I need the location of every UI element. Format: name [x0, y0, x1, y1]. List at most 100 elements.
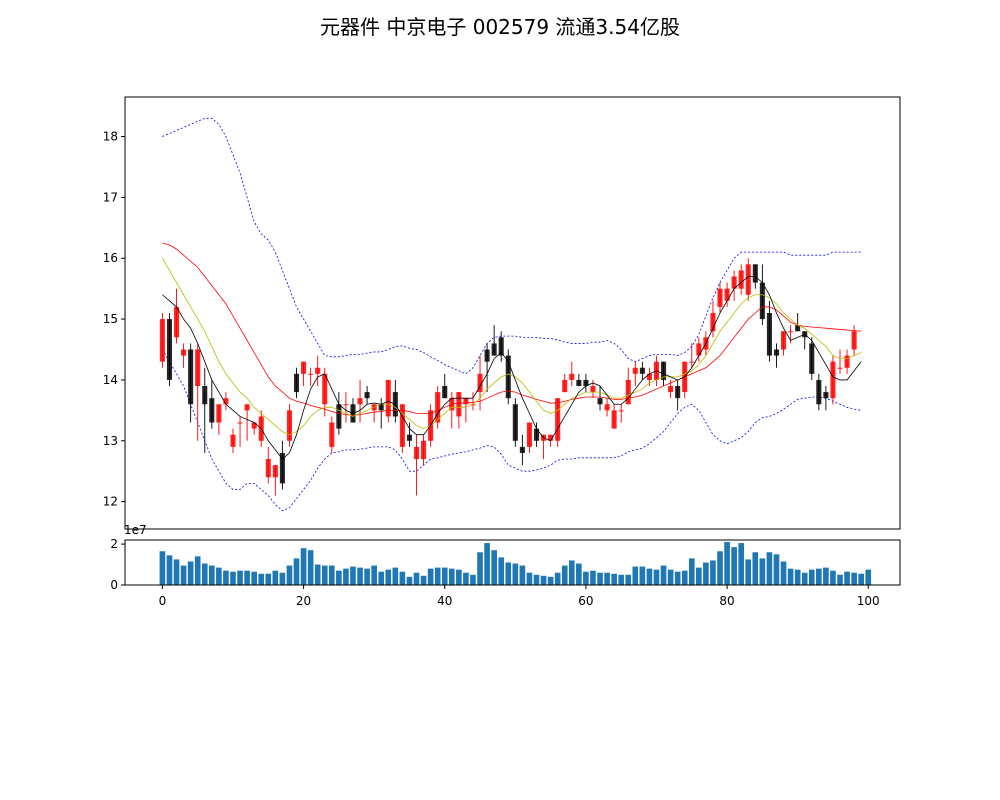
candle-body: [399, 404, 405, 447]
candle: [343, 392, 349, 423]
candle-body: [265, 459, 271, 478]
volume-bar: [674, 571, 681, 585]
volume-bar: [251, 571, 257, 585]
candle-body: [322, 373, 328, 405]
volume-y-tick-label: 2: [110, 537, 118, 551]
candle-body: [364, 392, 370, 399]
price-y-tick-label: 16: [103, 251, 118, 265]
volume-bar: [343, 568, 349, 585]
candle-body: [555, 398, 561, 441]
candle: [216, 404, 222, 435]
volume-bar: [568, 560, 575, 585]
candle: [195, 343, 201, 441]
volume-bar: [456, 569, 462, 585]
volume-x-tick-label: 20: [296, 594, 311, 608]
candle: [181, 343, 187, 368]
candle: [675, 379, 681, 411]
candle: [293, 367, 300, 399]
volume-bar: [738, 543, 745, 585]
volume-x-tick-label: 0: [159, 594, 167, 608]
candle-body: [209, 398, 215, 423]
volume-bar: [434, 567, 441, 585]
volume-bar: [470, 574, 476, 585]
candle-body: [562, 379, 568, 393]
volume-bar: [279, 572, 286, 585]
candle-body: [315, 367, 321, 374]
volume-bar: [491, 550, 497, 585]
price-panel: 12 13 14 15 16 17 18: [103, 96, 901, 530]
candle-body: [816, 379, 822, 405]
volume-bar: [519, 565, 526, 585]
candle-body: [498, 337, 504, 356]
candle-body: [661, 361, 667, 380]
volume-bar: [512, 563, 519, 585]
candle-body: [823, 392, 829, 399]
volume-bar: [801, 572, 808, 585]
volume-plot-area: [159, 542, 872, 585]
candle-body: [597, 398, 603, 405]
volume-bar: [265, 573, 272, 585]
volume-bar: [773, 554, 780, 585]
candle: [505, 349, 511, 405]
volume-bar: [194, 556, 201, 585]
candle: [272, 465, 278, 496]
candle: [816, 373, 822, 411]
volume-bar: [441, 567, 448, 585]
candle: [844, 349, 850, 374]
candle: [851, 325, 857, 356]
candle-body: [435, 392, 441, 423]
candle: [251, 422, 257, 435]
volume-scale-label: 1e7: [124, 523, 147, 537]
volume-bar: [314, 564, 321, 585]
candle: [470, 392, 476, 411]
volume-bar: [526, 572, 533, 585]
candle-body: [583, 379, 589, 387]
volume-bar: [166, 555, 173, 585]
candle: [823, 386, 829, 411]
candle-body: [710, 313, 716, 332]
volume-bar: [554, 572, 561, 585]
candle-body: [293, 373, 300, 393]
candle: [421, 434, 427, 466]
volume-bar: [681, 570, 688, 585]
candle-body: [442, 386, 448, 399]
candle: [399, 404, 405, 453]
candle-body: [696, 343, 702, 356]
volume-bar: [597, 572, 603, 585]
candle: [830, 355, 836, 405]
candle: [413, 434, 420, 496]
price-y-tick-label: 14: [103, 373, 118, 387]
price-y-axis: 12 13 14 15 16 17 18: [103, 130, 125, 509]
volume-bar: [173, 559, 180, 585]
volume-bar: [300, 548, 307, 585]
candle-body: [159, 319, 165, 362]
candle-body: [837, 367, 843, 369]
volume-bar: [604, 572, 610, 585]
candle: [223, 392, 229, 411]
volume-bar: [639, 566, 646, 585]
volume-bar: [717, 551, 723, 585]
volume-bar: [477, 552, 483, 585]
volume-bar: [223, 570, 229, 585]
candle-body: [639, 367, 645, 374]
candle-body: [195, 349, 201, 387]
candle-body: [279, 452, 285, 484]
candle-body: [788, 331, 794, 333]
candle: [583, 373, 589, 393]
candle-body: [173, 306, 180, 338]
candle-body: [463, 398, 469, 405]
volume-bar: [385, 569, 392, 585]
volume-bar: [865, 569, 872, 585]
candle-body: [188, 349, 194, 405]
volume-bar: [413, 572, 420, 585]
volume-bar: [371, 565, 377, 585]
candle: [745, 258, 751, 301]
candle: [209, 379, 215, 429]
candle: [435, 386, 441, 429]
volume-bar: [420, 575, 427, 585]
candle: [286, 404, 292, 447]
candle: [188, 343, 194, 423]
volume-bar: [858, 573, 865, 585]
candle-body: [251, 422, 257, 429]
